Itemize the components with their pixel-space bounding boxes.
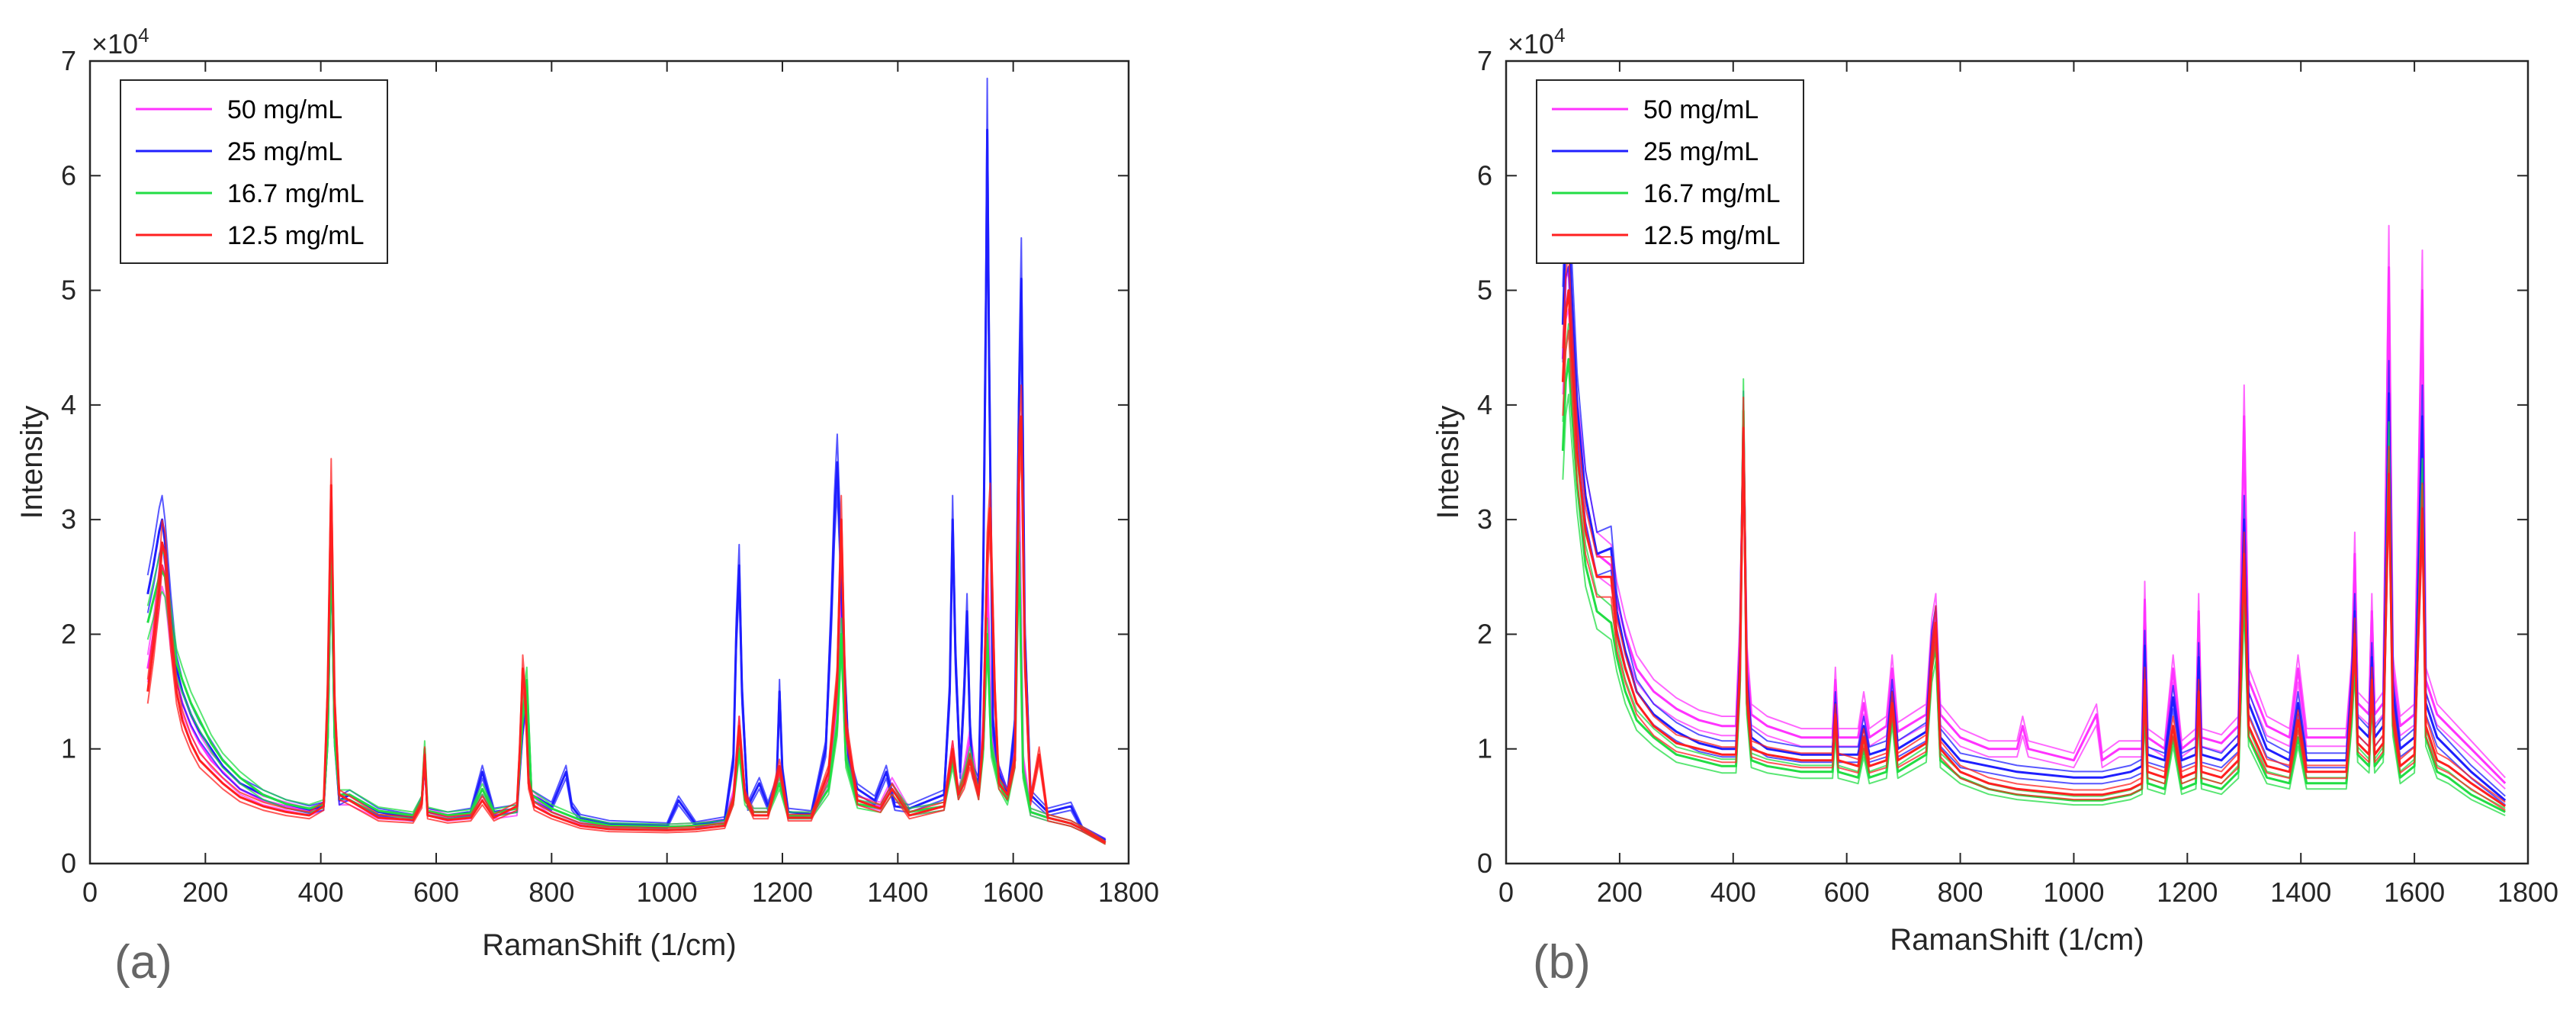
x-tick-label: 1600	[2384, 877, 2445, 908]
series-group-b	[1561, 175, 2507, 817]
y-tick-label: 0	[1477, 848, 1492, 879]
y-tick-label: 3	[1477, 503, 1492, 535]
x-tick-label: 0	[1498, 877, 1514, 908]
x-tick-label: 1400	[2270, 877, 2331, 908]
x-tick-label: 200	[1597, 877, 1643, 908]
x-tick-label: 200	[182, 877, 228, 908]
panel-label-b: (b)	[1533, 936, 1591, 989]
x-tick-label: 800	[1938, 877, 1983, 908]
legend-label: 25 mg/mL	[1643, 137, 1759, 166]
x-axis-title-a: RamanShift (1/cm)	[482, 928, 736, 962]
y-tick-label: 1	[1477, 733, 1492, 764]
panel-label-a: (a)	[114, 936, 172, 989]
series-replicate-25-mg-ml	[146, 77, 1107, 840]
x-tick-label: 400	[298, 877, 344, 908]
x-tick-label: 1000	[637, 877, 698, 908]
y-tick-label: 4	[1477, 389, 1492, 420]
y-tick-label: 2	[61, 618, 76, 649]
legend-b: 50 mg/mL 25 mg/mL 16.7 mg/mL 12.5 mg/mL	[1536, 79, 1804, 264]
x-tick-label: 1600	[983, 877, 1044, 908]
x-tick-label: 600	[1824, 877, 1870, 908]
x-tick-label: 0	[82, 877, 98, 908]
y-tick-label: 7	[61, 45, 76, 76]
x-tick-label: 1800	[1098, 877, 1159, 908]
legend-label: 25 mg/mL	[227, 137, 342, 166]
y-exponent-base-b: ×104	[1508, 24, 1566, 60]
legend-label: 16.7 mg/mL	[227, 179, 365, 208]
y-tick-label: 3	[61, 503, 76, 535]
y-tick-label: 5	[61, 275, 76, 306]
x-tick-label: 1200	[2157, 877, 2218, 908]
x-axis-title-b: RamanShift (1/cm)	[1890, 923, 2144, 957]
y-axis-title-b: Intensity	[1431, 406, 1465, 519]
y-tick-label: 7	[1477, 45, 1492, 76]
y-tick-label: 1	[61, 733, 76, 764]
y-tick-label: 2	[1477, 618, 1492, 649]
x-tick-label: 800	[528, 877, 574, 908]
x-tick-label: 1000	[2043, 877, 2104, 908]
series-replicate-12-5-mg-ml	[146, 384, 1107, 842]
y-axis-title-a: Intensity	[15, 406, 49, 519]
series-line-12-5-mg-ml	[146, 415, 1107, 844]
axis-ticks-a: 0 200 400 600 800 1000 1200 1400 1600 1800 0 1 2 3 4 5 6…	[61, 45, 1159, 908]
x-tick-label: 400	[1710, 877, 1756, 908]
legend-label: 16.7 mg/mL	[1643, 179, 1781, 208]
axis-ticks-b: 0 200 400 600 800 1000 1200 1400 1600 1800 0 1 2 3 4 5 6…	[1477, 45, 2558, 908]
x-tick-label: 600	[413, 877, 459, 908]
chart-panel-a: 0 200 400 600 800 1000 1200 1400 1600 1800 0 1 2 3 4 5 6…	[15, 24, 1159, 989]
legend-label: 50 mg/mL	[1643, 95, 1759, 124]
series-replicate-50-mg-ml	[1562, 224, 2506, 779]
series-replicate-12-5-mg-ml	[1562, 249, 2506, 803]
legend-box	[120, 79, 388, 264]
legend-label: 12.5 mg/mL	[1643, 221, 1781, 250]
legend-label: 50 mg/mL	[227, 95, 342, 124]
x-tick-label: 1200	[752, 877, 813, 908]
y-exponent-base-a: ×104	[92, 24, 149, 60]
x-tick-label: 1800	[2497, 877, 2558, 908]
legend-box	[1536, 79, 1804, 264]
chart-panel-b: 0 200 400 600 800 1000 1200 1400 1600 1800 0 1 2 3 4 5 6…	[1431, 24, 2558, 989]
y-tick-label: 6	[61, 159, 76, 191]
y-tick-label: 5	[1477, 275, 1492, 306]
x-tick-label: 1400	[867, 877, 928, 908]
legend-label: 12.5 mg/mL	[227, 221, 365, 250]
y-tick-label: 0	[61, 848, 76, 879]
series-replicate-12-5-mg-ml	[146, 446, 1107, 845]
series-group-a	[146, 77, 1107, 845]
y-tick-label: 6	[1477, 159, 1492, 191]
y-tick-label: 4	[61, 389, 76, 420]
legend-a: 50 mg/mL 25 mg/mL 16.7 mg/mL 12.5 mg/mL	[120, 79, 388, 264]
